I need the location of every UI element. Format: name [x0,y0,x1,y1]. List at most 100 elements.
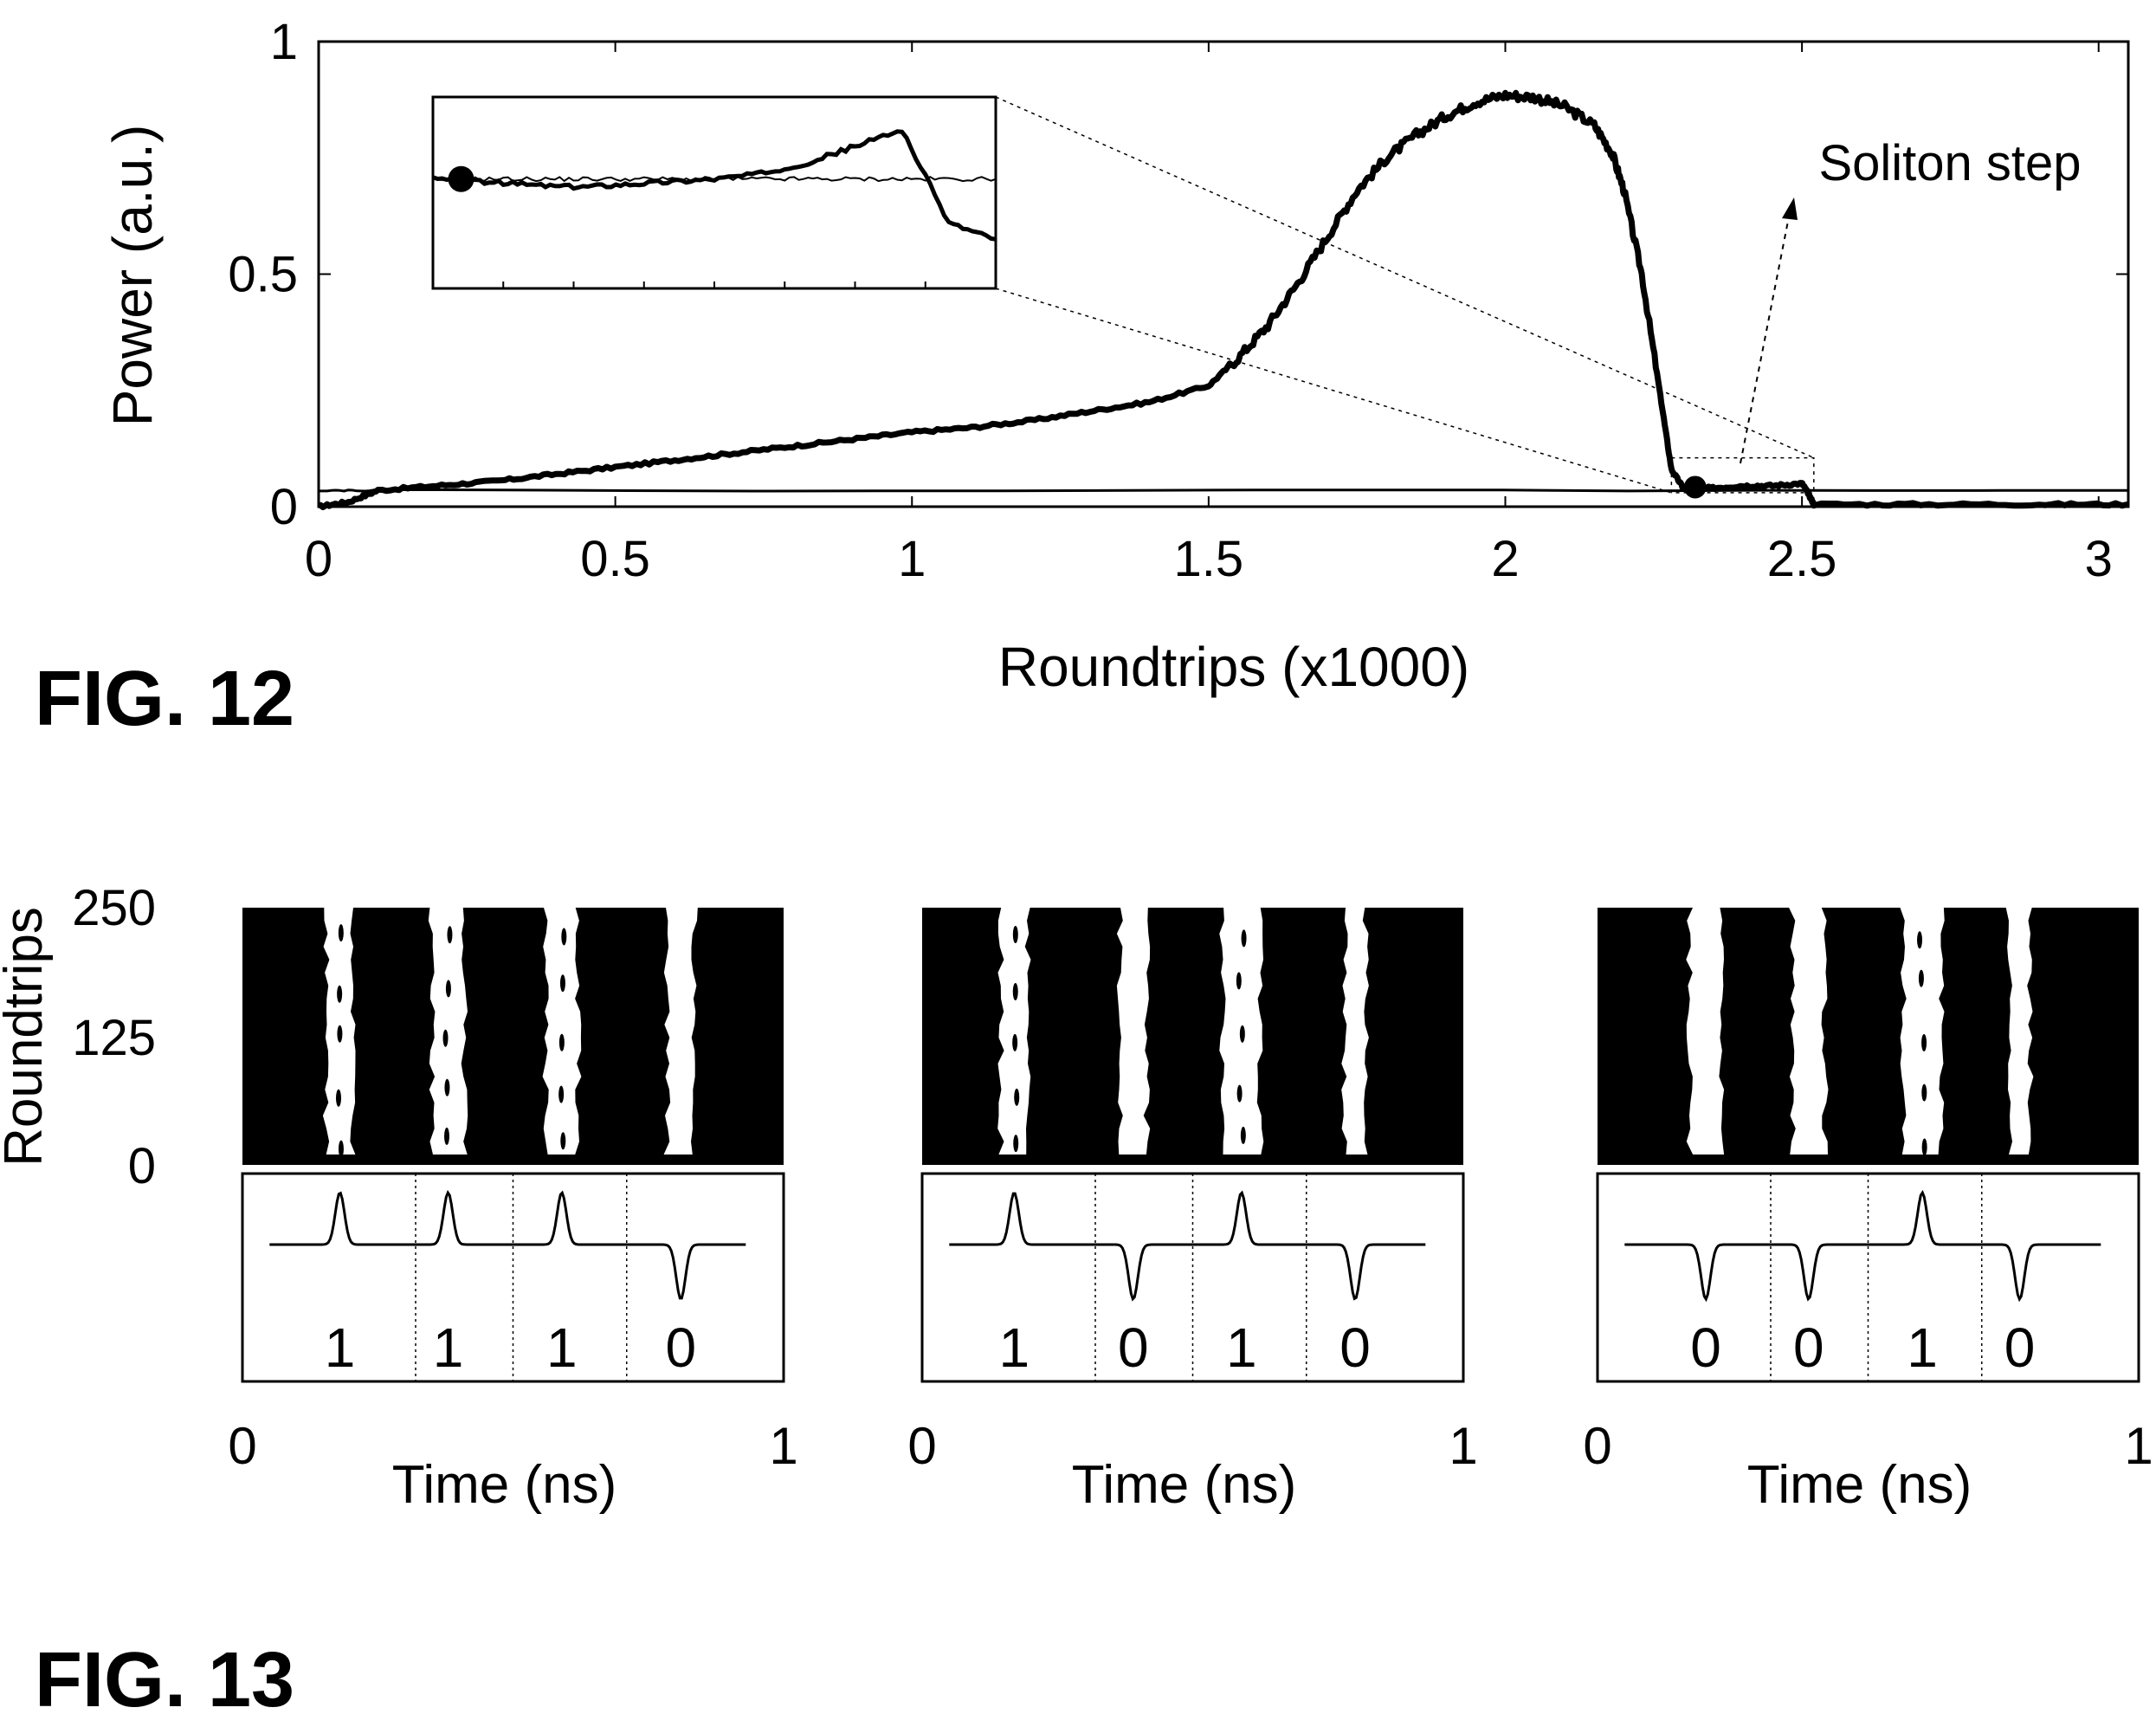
stripe-speckle [558,1085,565,1103]
fig13-panel: 1 0 1 0 0 1 Time (ns) [907,908,1478,1515]
x-axis-label: Time (ns) [1072,1455,1296,1515]
bit-label: 1 [325,1316,356,1379]
y-tick-label: 0 [270,479,298,535]
stripe-speckle [337,985,343,1003]
stripe-speckle [561,928,567,946]
fig13-y-tick-label: 125 [72,1010,156,1066]
stripe-speckle [445,980,451,998]
stripe-speckle [1236,1084,1243,1103]
y-tick-label: 0.5 [228,247,298,303]
inset-thick-trace [432,129,997,242]
x-tick-label: 0.5 [580,531,650,587]
zoom-guide-line [995,96,1815,459]
stripe-speckle [1921,1083,1927,1102]
heatmap-background [1598,908,2139,1165]
fig12-chart: 0 0.5 1 1.5 2 2.5 3 00.51 Roundtrips (x1000) P… [35,14,2130,742]
x-tick-label: 1 [898,531,926,587]
soliton-stripe [663,908,698,1155]
fig13-panels: 1 1 1 0 0 1 Time (ns) 1 0 1 0 0 1 Time (ns) 0 0 1 0 0 1 Time… [228,908,2153,1515]
bit-label: 0 [665,1316,696,1379]
x-tick-label: 0 [305,531,332,587]
stripe-speckle [1917,931,1923,949]
x-tick-label: 2.5 [1767,531,1837,587]
bit-label: 1 [1907,1316,1938,1379]
bit-label: 0 [1690,1316,1721,1379]
stripe-speckle [1921,1138,1927,1156]
soliton-stripe [1341,908,1369,1155]
bit-label: 0 [1118,1316,1149,1379]
stripe-speckle [336,1089,342,1107]
fig13-y-tick-label: 0 [128,1138,156,1194]
annotation-arrow-line [1740,207,1791,464]
y-tick-label: 1 [270,14,298,70]
x-tick-label: 1 [769,1417,797,1475]
fig12-x-label: Roundtrips (x1000) [998,636,1469,698]
fig12-y-axis: 00.51 [228,14,2128,535]
pulse-waveform [1624,1189,2101,1303]
stripe-speckle [1012,1033,1018,1051]
stripe-speckle [558,1033,565,1051]
stripe-speckle [447,926,453,944]
bit-label: 1 [433,1316,464,1379]
x-tick-label: 0 [907,1417,936,1475]
fig13-figure-label: FIG. 13 [35,1637,294,1723]
stripe-speckle [1921,1033,1927,1051]
x-tick-label: 1 [1449,1417,1477,1475]
soliton-stripe [1900,908,1945,1155]
pulse-waveform [269,1189,746,1300]
x-tick-label: 1.5 [1174,531,1244,587]
soliton-stripe [428,908,468,1155]
stripe-speckle [1236,972,1242,990]
fig13-chart: 1 1 1 0 0 1 Time (ns) 1 0 1 0 0 1 Time (ns) 0 0 1 0 0 1 Time… [0,880,2153,1724]
baseline-trace [319,488,2129,493]
stripe-speckle [338,1140,344,1158]
stripe-speckle [1241,929,1247,948]
fig12-zoom-guide [995,96,1815,494]
soliton-stripe [542,908,582,1155]
stripe-speckle [337,1025,343,1043]
stripe-speckle [1014,1088,1020,1106]
stripe-speckle [1918,969,1924,987]
soliton-stripe [997,908,1031,1155]
bit-label: 1 [546,1316,578,1379]
soliton-stripe [1686,908,1725,1155]
zoom-guide-line [995,288,1672,494]
x-tick-label: 0 [228,1417,256,1475]
stripe-speckle [1013,1135,1019,1153]
annotation-arrow-head [1782,197,1798,220]
state-marker [1683,475,1707,499]
x-tick-label: 1 [2124,1417,2153,1475]
soliton-step-annotation: Soliton step [1818,135,2081,191]
fig12-x-axis: 0 0.5 1 1.5 2 2.5 3 [305,42,2113,587]
x-tick-label: 3 [2085,531,2113,587]
fig13-panel: 1 1 1 0 0 1 Time (ns) [228,908,798,1515]
fig12-series-group [317,89,2129,511]
fig12-y-label: Power (a.u.) [101,125,164,427]
stripe-speckle [1012,926,1018,944]
bit-label: 1 [998,1316,1030,1379]
x-tick-label: 2 [1491,531,1519,587]
intracavity-power-trace [317,89,2129,511]
bit-label: 1 [1226,1316,1257,1379]
x-tick-label: 0 [1583,1417,1611,1475]
fig12-inset [431,95,997,290]
stripe-speckle [559,974,565,993]
stripe-speckle [444,1127,450,1145]
stripe-speckle [338,924,344,942]
fig13-y-tick-label: 250 [72,880,156,936]
fig13-y-label: Roundtrips [0,907,54,1167]
x-axis-label: Time (ns) [392,1455,616,1515]
fig13-panel: 0 0 1 0 0 1 Time (ns) [1583,908,2153,1515]
stripe-speckle [560,1132,566,1150]
stripe-speckle [1012,983,1018,1001]
bit-label: 0 [2004,1316,2036,1379]
bit-label: 0 [1339,1316,1371,1379]
stripe-speckle [1239,1025,1245,1043]
inset-marker [448,165,474,192]
stripe-speckle [442,1029,449,1047]
soliton-stripe [2005,908,2034,1155]
inset-frame [431,95,997,290]
soliton-stripe [1789,908,1829,1155]
pulse-waveform [949,1190,1426,1302]
